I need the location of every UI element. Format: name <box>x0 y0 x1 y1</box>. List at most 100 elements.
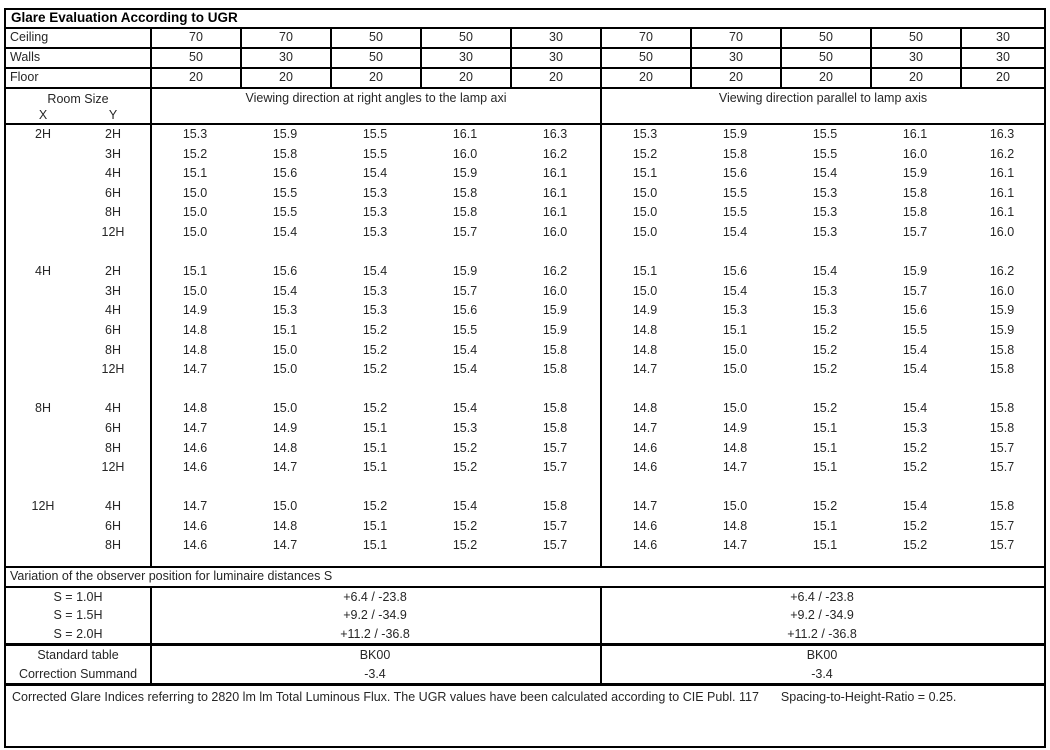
ugr-value-cell: 15.2 <box>902 440 928 455</box>
ugr-value-cell: 15.2 <box>812 342 838 357</box>
ugr-value-cell: 16.1 <box>902 127 928 141</box>
ugr-value-cell: 14.6 <box>632 538 658 553</box>
room-x-value <box>6 536 80 556</box>
variation-value-left: +6.4 / -23.8 <box>343 590 407 604</box>
ugr-values-parallel: 14.7 15.0 15.2 15.4 15.8 <box>600 360 1044 380</box>
reflectance-value-cell: 30 <box>240 49 330 67</box>
room-x-value <box>6 439 80 459</box>
ugr-value-cell: 16.2 <box>542 264 568 279</box>
ugr-value-cell: 15.2 <box>902 538 928 553</box>
ugr-values-right-angles: 14.6 14.7 15.1 15.2 15.7 <box>150 536 600 556</box>
ugr-value-cell: 15.5 <box>812 127 838 141</box>
ugr-value-cell: 15.1 <box>362 420 388 435</box>
ugr-row: 12H 4H 14.7 15.0 15.2 15.4 15.8 14.7 15.0 15.2 15.… <box>6 497 1044 517</box>
room-y-value: 2H <box>105 127 121 141</box>
reflectance-value-cell: 30 <box>510 49 600 67</box>
ugr-value-cell: 15.1 <box>812 538 838 553</box>
ugr-value-cell: 15.4 <box>812 166 838 181</box>
ugr-value-cell: 15.5 <box>452 322 478 337</box>
ugr-row: 6H 15.0 15.5 15.3 15.8 16.1 15.0 15.5 15.3 15.8 16… <box>6 184 1044 204</box>
ugr-value-cell: 15.1 <box>182 264 208 279</box>
ugr-value-cell: 15.1 <box>632 166 658 181</box>
room-size-header-cell: Room Size X Y <box>6 89 150 123</box>
ugr-value-cell: 15.1 <box>362 460 388 475</box>
room-y-value: 8H <box>105 205 121 220</box>
luminaire-distance-label: S = 2.0H <box>53 626 103 641</box>
ugr-value-cell: 14.6 <box>632 518 658 533</box>
ugr-value-cell: 15.0 <box>632 185 658 200</box>
ugr-value-cell: 15.8 <box>542 420 568 435</box>
room-y-value: 6H <box>105 518 121 533</box>
surface-reflectance-section: Ceiling 70 70 50 50 30 70 70 50 50 30 Walls 50 30 50 30… <box>6 29 1044 89</box>
ugr-value-cell: 14.7 <box>272 460 298 475</box>
room-x-value <box>6 145 80 165</box>
ugr-value-cell: 15.4 <box>902 401 928 416</box>
ugr-value-cell: 14.8 <box>272 440 298 455</box>
ugr-values-parallel: 14.8 15.0 15.2 15.4 15.8 <box>600 399 1044 419</box>
reflectance-value-cell: 20 <box>870 69 960 87</box>
room-y-value: 4H <box>105 303 121 318</box>
reflectance-value-cell: 20 <box>510 69 600 87</box>
ugr-value-cell: 15.3 <box>812 205 838 220</box>
ugr-value-cell: 15.3 <box>452 420 478 435</box>
reflectance-value-cell: 50 <box>780 49 870 67</box>
reflectance-value-cell: 20 <box>960 69 1044 87</box>
ugr-value-cell: 15.8 <box>542 499 568 514</box>
ugr-values-parallel: 14.9 15.3 15.3 15.6 15.9 <box>600 301 1044 321</box>
ugr-values-parallel: 14.7 14.9 15.1 15.3 15.8 <box>600 419 1044 439</box>
ugr-value-cell: 15.1 <box>272 322 298 337</box>
ugr-value-cell: 14.7 <box>182 499 208 514</box>
summary-section: Standard table BK00 BK00 Correction Summand… <box>6 646 1044 686</box>
room-y-value: 12H <box>101 224 125 239</box>
ugr-value-cell: 15.1 <box>812 518 838 533</box>
ugr-value-cell: 14.8 <box>632 342 658 357</box>
ugr-value-cell: 15.9 <box>989 303 1015 318</box>
ugr-values-parallel: 14.8 15.1 15.2 15.5 15.9 <box>600 321 1044 341</box>
ugr-value-cell: 15.1 <box>812 420 838 435</box>
ugr-value-cell: 15.3 <box>902 420 928 435</box>
ugr-value-cell: 15.3 <box>812 224 838 239</box>
ugr-value-cell: 15.8 <box>452 205 478 220</box>
ugr-value-cell: 16.2 <box>989 264 1015 279</box>
ugr-value-cell: 15.4 <box>452 499 478 514</box>
ugr-values-parallel: 15.0 15.5 15.3 15.8 16.1 <box>600 203 1044 223</box>
ugr-value-cell: 16.2 <box>989 146 1015 161</box>
ugr-value-cell: 15.1 <box>362 538 388 553</box>
ugr-value-cell: 15.3 <box>362 185 388 200</box>
ugr-value-cell: 15.3 <box>362 205 388 220</box>
divider-room-size <box>150 125 152 566</box>
ugr-value-cell: 15.8 <box>989 342 1015 357</box>
ugr-value-cell: 15.5 <box>812 146 838 161</box>
ugr-value-cell: 15.2 <box>812 499 838 514</box>
ugr-value-cell: 15.2 <box>452 440 478 455</box>
ugr-value-cell: 16.0 <box>989 224 1015 239</box>
ugr-value-cell: 14.9 <box>182 303 208 318</box>
ugr-value-cell: 15.8 <box>989 401 1015 416</box>
reflectance-value-cell: 30 <box>690 49 780 67</box>
room-x-value <box>6 184 80 204</box>
ugr-value-cell: 15.0 <box>182 283 208 298</box>
ugr-value-cell: 15.6 <box>272 264 298 279</box>
ugr-value-cell: 15.3 <box>362 283 388 298</box>
surface-reflectance-row: Ceiling 70 70 50 50 30 70 70 50 50 30 <box>6 29 1044 49</box>
ugr-value-cell: 14.7 <box>182 362 208 377</box>
room-y-value: 8H <box>105 538 121 553</box>
ugr-value-cell: 15.9 <box>542 303 568 318</box>
ugr-values-right-angles: 15.0 15.4 15.3 15.7 16.0 <box>150 282 600 302</box>
ugr-values-parallel: 14.6 14.8 15.1 15.2 15.7 <box>600 517 1044 537</box>
ugr-value-cell: 14.6 <box>182 440 208 455</box>
ugr-value-cell: 15.0 <box>272 401 298 416</box>
reflectance-value-cell: 30 <box>960 29 1044 47</box>
variation-value-right: +9.2 / -34.9 <box>790 608 854 623</box>
ugr-values-right-angles: 14.7 15.0 15.2 15.4 15.8 <box>150 360 600 380</box>
ugr-value-cell: 15.3 <box>722 303 748 318</box>
footer-note: Corrected Glare Indices referring to 282… <box>6 686 1044 746</box>
ugr-value-cell: 15.3 <box>272 303 298 318</box>
room-y-value: 6H <box>105 185 121 200</box>
ugr-values-parallel: 15.3 15.9 15.5 16.1 16.3 <box>600 125 1044 145</box>
ugr-value-cell: 15.7 <box>989 538 1015 553</box>
ugr-value-cell: 14.6 <box>182 518 208 533</box>
ugr-value-cell: 16.1 <box>452 127 478 141</box>
reflectance-value-cell: 20 <box>150 69 240 87</box>
ugr-value-cell: 15.4 <box>272 224 298 239</box>
